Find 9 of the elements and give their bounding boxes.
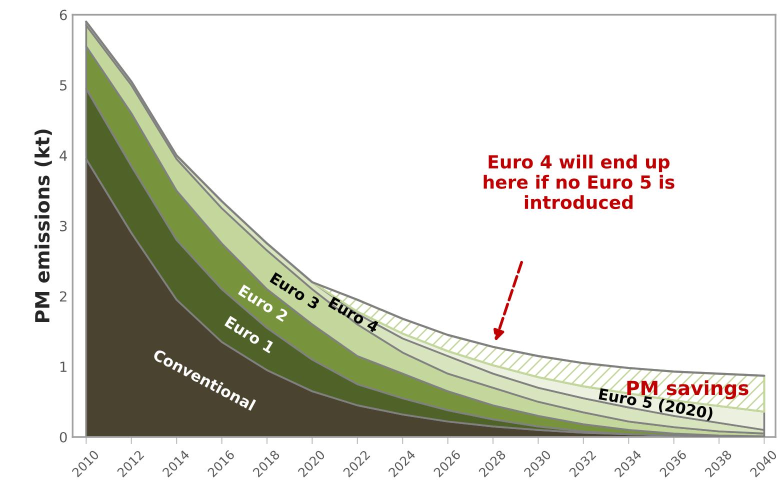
annotation: Euro 4 will end up here if no Euro 5 is introduced [484,154,674,210]
y-tick-label: 3 [60,220,67,232]
y-tick-label: 2 [60,291,66,302]
y-tick-label: 5 [60,80,67,91]
y-tick-label: 6 [60,10,67,20]
y-tick-label: 4 [60,150,67,161]
y-axis-title: PM emissions (kt) [34,130,52,322]
y-tick-label: 0 [60,432,67,442]
y-tick-label: 1 [60,362,66,372]
